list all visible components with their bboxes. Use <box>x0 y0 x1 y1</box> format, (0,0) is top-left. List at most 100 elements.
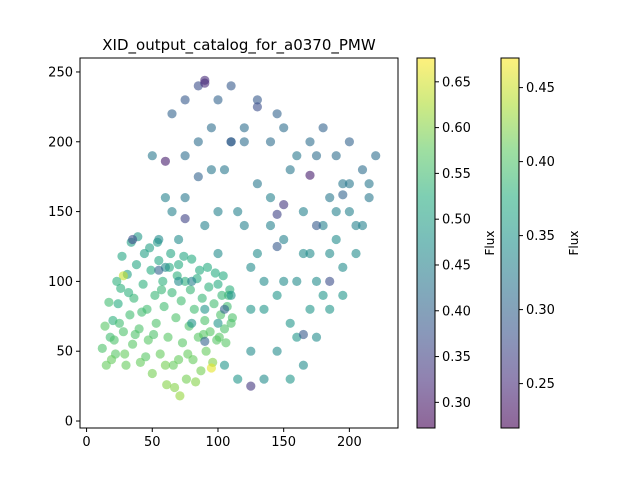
scatter-point <box>125 310 135 320</box>
scatter-point <box>200 220 210 231</box>
scatter-point <box>213 95 223 105</box>
scatter-point <box>121 360 131 370</box>
scatter-point <box>219 304 230 314</box>
scatter-point <box>163 332 173 342</box>
colorbar-tick-label: 0.30 <box>526 303 555 318</box>
scatter-point <box>213 279 223 289</box>
scatter-point <box>147 151 157 161</box>
scatter-point <box>151 318 161 328</box>
scatter-point <box>180 214 190 224</box>
scatter-point <box>185 285 195 295</box>
scatter-point <box>226 137 236 147</box>
scatter-point <box>114 318 124 328</box>
scatter-point <box>357 220 368 231</box>
scatter-point <box>305 248 315 259</box>
colorbar-0-gradient <box>416 57 436 429</box>
scatter-point <box>246 346 256 356</box>
scatter-point <box>116 283 126 293</box>
scatter-point <box>198 329 209 340</box>
colorbar-tick-label: 0.60 <box>442 121 471 136</box>
scatter-point <box>193 137 203 147</box>
scatter-point <box>311 151 322 161</box>
scatter-point <box>193 172 203 182</box>
scatter-point <box>344 179 354 189</box>
scatter-point <box>118 327 128 337</box>
scatter-point <box>177 338 188 348</box>
scatter-point <box>218 271 228 281</box>
scatter-point <box>325 276 335 286</box>
scatter-point <box>195 265 205 275</box>
scatter-point <box>118 271 128 281</box>
y-tick-label: 100 <box>48 275 73 290</box>
scatter-point <box>214 332 224 342</box>
scatter-point <box>252 95 262 105</box>
scatter-point <box>180 193 190 203</box>
scatter-point <box>174 276 184 286</box>
scatter-point <box>159 301 169 312</box>
scatter-point <box>201 346 211 356</box>
scatter-point <box>191 377 201 387</box>
scatter-point <box>174 355 184 365</box>
scatter-point <box>189 304 199 314</box>
scatter-point <box>181 374 191 384</box>
scatter-point <box>162 380 172 390</box>
x-tick-label: 200 <box>337 435 362 450</box>
colorbar-1-ticks: 0.25 0.30 0.35 0.40 0.45 <box>519 81 555 392</box>
scatter-point <box>174 260 184 270</box>
scatter-point <box>154 265 164 275</box>
scatter-point <box>175 391 185 401</box>
scatter-point <box>180 276 190 286</box>
scatter-point <box>364 193 374 203</box>
scatter-point <box>197 293 207 303</box>
scatter-point <box>217 290 227 300</box>
scatter-point <box>200 336 210 346</box>
scatter-point <box>351 220 361 231</box>
colorbar-tick-label: 0.45 <box>442 258 471 273</box>
scatter-point <box>187 254 197 264</box>
scatter-point <box>187 318 197 328</box>
scatter-point <box>298 207 308 217</box>
scatter-point <box>285 318 295 328</box>
scatter-point <box>155 349 165 359</box>
scatter-point <box>180 95 190 105</box>
scatter-point <box>145 243 155 253</box>
scatter-point <box>285 165 295 175</box>
scatter-point <box>252 179 262 189</box>
scatter-point <box>331 234 341 245</box>
scatter-point <box>206 165 216 175</box>
scatter-point <box>158 276 168 286</box>
colorbar-0-label: Flux <box>483 231 497 256</box>
scatter-point <box>200 78 210 88</box>
scatter-point <box>180 151 190 161</box>
scatter-point <box>272 346 282 356</box>
colorbar-tick-label: 0.40 <box>442 304 471 319</box>
colorbar-1-label: Flux <box>567 231 581 256</box>
scatter-point <box>124 288 134 298</box>
scatter-point <box>298 360 308 370</box>
scatter-point <box>265 193 276 203</box>
scatter-point <box>246 262 256 272</box>
scatter-point <box>174 234 184 245</box>
colorbar-flux-0: 0.30 0.35 0.40 0.45 0.50 0.55 0.60 0.65 Flux <box>416 57 497 429</box>
scatter-point <box>311 220 322 231</box>
scatter-point <box>364 179 374 189</box>
colorbar-flux-1: 0.25 0.30 0.35 0.40 0.45 Flux <box>500 57 581 429</box>
scatter-point <box>166 248 176 259</box>
scatter-point <box>219 165 230 175</box>
scatter-point <box>318 290 328 300</box>
scatter-point <box>325 304 335 314</box>
scatter-point <box>196 366 206 376</box>
scatter-point <box>167 207 177 217</box>
scatter-point <box>252 102 262 112</box>
scatter-point <box>226 318 236 328</box>
colorbar-tick-label: 0.35 <box>526 229 555 244</box>
scatter-point <box>167 288 177 298</box>
scatter-point <box>318 123 328 133</box>
scatter-point <box>149 329 159 340</box>
scatter-point <box>259 374 269 384</box>
scatter-point <box>167 109 177 119</box>
scatter-point <box>160 360 170 370</box>
colorbar-tick-label: 0.25 <box>526 377 555 392</box>
colorbar-tick-label: 0.40 <box>526 155 555 170</box>
scatter-point <box>338 190 348 200</box>
